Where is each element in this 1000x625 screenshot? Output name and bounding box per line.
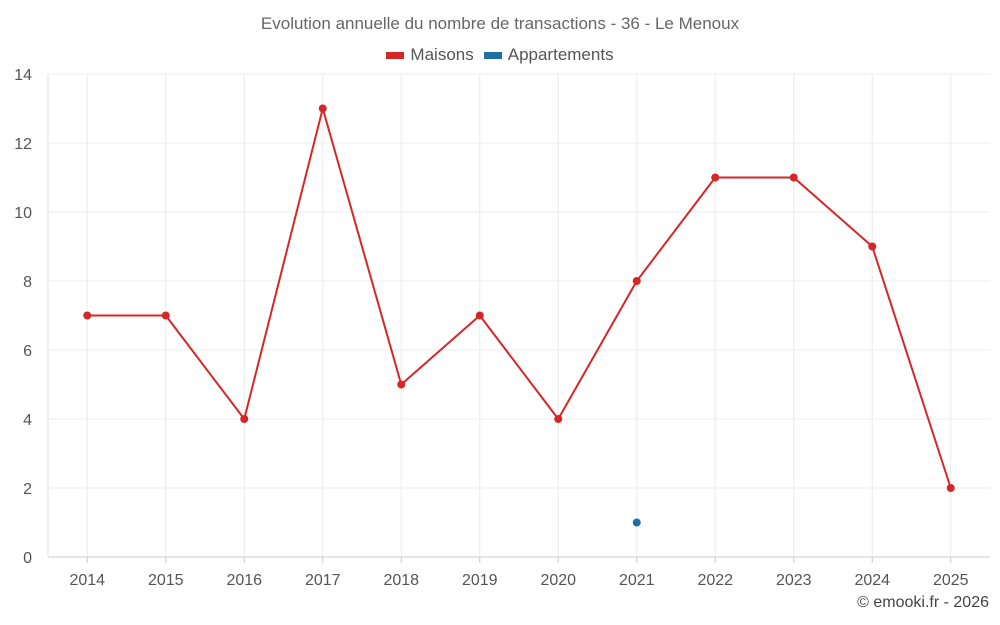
- y-tick-label: 12: [14, 136, 32, 153]
- y-tick-label: 14: [14, 67, 32, 84]
- legend-item-appartements[interactable]: Appartements: [483, 45, 614, 65]
- data-point-maisons: [711, 173, 720, 182]
- x-tick-label: 2015: [148, 572, 184, 589]
- y-tick-label: 6: [23, 343, 32, 360]
- legend-swatch-appartements: [483, 51, 502, 59]
- data-point-maisons: [240, 415, 249, 423]
- x-tick-label: 2024: [854, 572, 890, 589]
- series-line-maisons: [87, 107, 952, 489]
- x-tick-label: 2025: [933, 572, 969, 589]
- legend-item-maisons[interactable]: Maisons: [386, 45, 474, 65]
- data-point-appartements: [632, 518, 641, 527]
- x-tick-label: 2018: [383, 572, 419, 589]
- y-tick-label: 10: [14, 205, 32, 222]
- y-tick-label: 2: [23, 481, 32, 498]
- x-tick-label: 2020: [540, 572, 576, 589]
- y-tick-label: 0: [23, 550, 32, 567]
- x-tick-label: 2014: [69, 572, 105, 589]
- legend-label-maisons: Maisons: [410, 45, 474, 64]
- data-point-maisons: [789, 173, 798, 182]
- x-tick-label: 2022: [697, 572, 733, 589]
- data-point-maisons: [946, 484, 955, 492]
- credit-text: © emooki.fr - 2026: [857, 594, 989, 611]
- data-point-maisons: [475, 311, 484, 320]
- y-tick-label: 8: [23, 274, 32, 291]
- data-point-maisons: [632, 277, 641, 285]
- x-tick-label: 2017: [305, 572, 341, 589]
- x-tick-label: 2019: [462, 572, 498, 589]
- data-point-maisons: [868, 242, 877, 251]
- x-tick-label: 2021: [619, 572, 655, 589]
- y-tick-label: 4: [23, 412, 32, 429]
- legend-label-appartements: Appartements: [507, 45, 614, 64]
- legend-swatch-maisons: [386, 51, 405, 59]
- data-point-maisons: [161, 311, 170, 320]
- data-point-maisons: [554, 415, 563, 423]
- x-tick-label: 2023: [776, 572, 812, 589]
- data-point-maisons: [318, 104, 327, 113]
- data-point-maisons: [83, 311, 92, 320]
- x-tick-label: 2016: [226, 572, 262, 589]
- chart-title: Evolution annuelle du nombre de transact…: [260, 14, 740, 33]
- data-point-maisons: [397, 380, 406, 389]
- legend: Maisons Appartements: [0, 45, 1000, 65]
